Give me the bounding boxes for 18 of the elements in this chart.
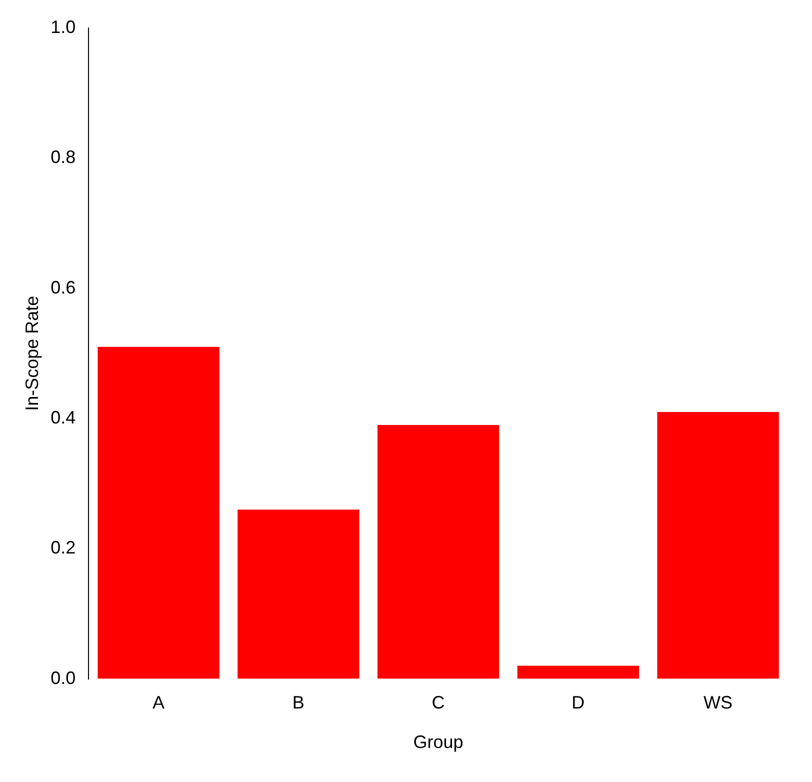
x-tick-label: WS	[704, 692, 733, 713]
x-tick-label: C	[432, 692, 445, 713]
y-tick-label: 0.0	[50, 668, 76, 688]
bar	[98, 346, 220, 679]
bar	[377, 424, 500, 679]
y-tick-label: 0.6	[50, 277, 76, 298]
y-tick-label: 0.4	[50, 407, 76, 428]
y-tick-label: 1.0	[50, 16, 76, 37]
bar	[517, 666, 640, 679]
x-tick-label: D	[572, 692, 585, 713]
bar	[238, 510, 360, 679]
y-tick-label: 0.2	[50, 538, 76, 558]
y-tick-label: 0.8	[50, 147, 76, 168]
x-tick-label: A	[152, 692, 165, 713]
x-axis-title: Group	[413, 732, 464, 752]
bar	[657, 412, 779, 679]
y-axis-title: In-Scope Rate	[22, 296, 42, 411]
x-tick-label: B	[292, 692, 304, 713]
